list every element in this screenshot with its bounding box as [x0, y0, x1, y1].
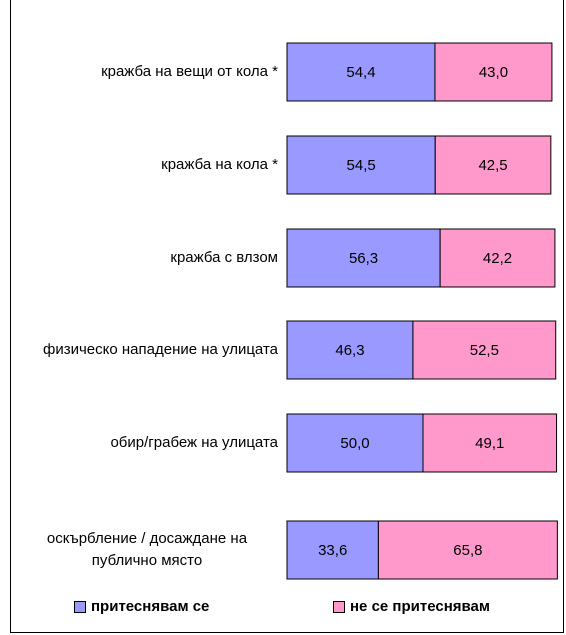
- bar-segment: [412, 320, 557, 380]
- category-label: физическо нападение на улицата: [43, 341, 278, 358]
- category-label-box: кражба на вещи от кола *: [12, 42, 278, 102]
- legend-item: не се притеснявам: [333, 598, 490, 615]
- category-label-box: кражба с влзом: [12, 228, 278, 288]
- value-label: 33,6: [318, 542, 347, 559]
- category-label-box: обир/грабеж на улицата: [12, 413, 278, 473]
- category-label: обир/грабеж на улицата: [110, 434, 278, 451]
- value-label: 54,5: [347, 157, 376, 174]
- value-label: 52,5: [470, 342, 499, 359]
- value-label: 56,3: [349, 250, 378, 267]
- value-label: 46,3: [335, 342, 364, 359]
- legend-label: не се притеснявам: [350, 598, 490, 615]
- bar-segment: [377, 520, 558, 580]
- bar-segment: [286, 413, 424, 473]
- legend-label: притеснявам се: [91, 598, 210, 615]
- bar-segment: [434, 42, 553, 102]
- value-label: 42,5: [478, 157, 507, 174]
- category-label: кражба на кола *: [161, 156, 278, 173]
- bar-segment: [286, 228, 441, 288]
- category-label: кражба на вещи от кола *: [101, 63, 278, 80]
- category-label: оскърбление / досаждане на публично мяст…: [46, 530, 248, 569]
- bar-segment: [439, 228, 556, 288]
- legend-swatch: [333, 600, 345, 613]
- bar-segment: [422, 413, 558, 473]
- value-label: 49,1: [475, 435, 504, 452]
- category-label: кражба с влзом: [170, 249, 278, 266]
- value-label: 50,0: [340, 435, 369, 452]
- legend-swatch: [74, 600, 86, 613]
- category-label-box: кражба на кола *: [12, 135, 278, 195]
- chart-frame: [10, 0, 564, 633]
- legend-item: притеснявам се: [74, 598, 209, 615]
- bar-segment: [434, 135, 552, 195]
- bar-segment: [286, 520, 379, 580]
- category-label-box: физическо нападение на улицата: [12, 320, 278, 380]
- category-label-box: оскърбление / досаждане на публично мяст…: [12, 520, 278, 580]
- bar-segment: [286, 320, 414, 380]
- bar-segment: [286, 135, 436, 195]
- value-label: 54,4: [346, 64, 375, 81]
- value-label: 42,2: [483, 250, 512, 267]
- value-label: 43,0: [479, 64, 508, 81]
- value-label: 65,8: [453, 542, 482, 559]
- bar-segment: [286, 42, 436, 102]
